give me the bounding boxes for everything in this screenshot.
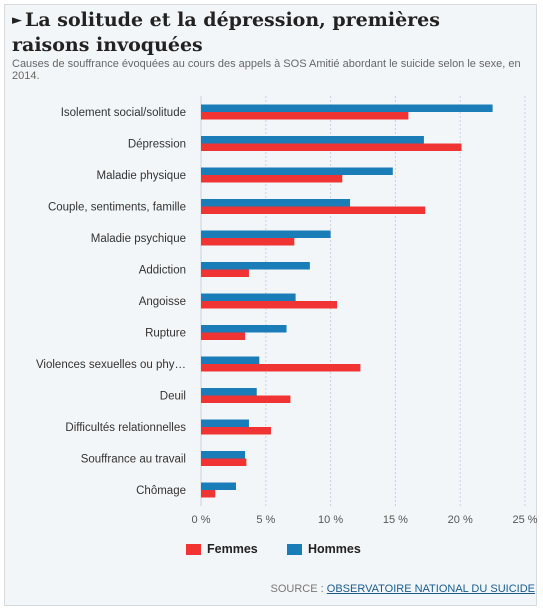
legend-label-hommes: Hommes — [308, 542, 361, 556]
category-label: Couple, sentiments, famille — [48, 202, 186, 214]
bar-femmes — [201, 269, 249, 277]
category-label: Violences sexuelles ou phy… — [36, 359, 186, 371]
triangle-bullet-icon: ► — [12, 13, 22, 28]
bar-hommes — [201, 419, 249, 427]
bar-hommes — [201, 199, 351, 207]
category-label: Difficultés relationnelles — [65, 422, 186, 434]
bar-femmes — [201, 458, 247, 466]
bar-femmes — [201, 427, 271, 435]
x-tick-label: 20 % — [448, 514, 473, 526]
bar-hommes — [201, 104, 493, 112]
category-label: Rupture — [145, 328, 186, 340]
x-tick-label: 15 % — [383, 514, 408, 526]
category-label: Maladie psychique — [91, 233, 186, 245]
chart-title: ► La solitude et la dépression, premières… — [12, 8, 522, 58]
category-label: Maladie physique — [96, 170, 186, 182]
bar-hommes — [201, 293, 296, 301]
bar-femmes — [201, 206, 426, 214]
source-link[interactable]: OBSERVATOIRE NATIONAL DU SUICIDE — [326, 583, 535, 595]
bar-hommes — [201, 451, 246, 459]
category-label: Souffrance au travail — [81, 454, 186, 466]
category-label: Dépression — [128, 139, 186, 151]
bar-femmes — [201, 175, 343, 183]
bar-femmes — [201, 238, 295, 246]
category-label: Addiction — [139, 265, 186, 277]
source-credit: SOURCE : OBSERVATOIRE NATIONAL DU SUICID… — [271, 583, 535, 595]
chart-subtitle: Causes de souffrance évoquées au cours d… — [12, 58, 521, 82]
category-label: Angoisse — [139, 296, 186, 308]
bar-hommes — [201, 262, 310, 270]
bar-femmes — [201, 364, 361, 372]
x-tick-label: 10 % — [318, 514, 343, 526]
bar-hommes — [201, 356, 260, 364]
x-tick-label: 5 % — [256, 514, 275, 526]
bar-hommes — [201, 167, 393, 175]
chart-title-text: La solitude et la dépression, premières … — [12, 9, 440, 56]
category-label: Deuil — [160, 391, 186, 403]
bar-hommes — [201, 482, 236, 490]
legend-label-femmes: Femmes — [207, 542, 258, 556]
bar-femmes — [201, 112, 409, 120]
bar-femmes — [201, 490, 216, 498]
bar-hommes — [201, 230, 331, 238]
legend-swatch-femmes — [186, 543, 201, 555]
legend-swatch-hommes — [287, 543, 302, 555]
bar-femmes — [201, 301, 338, 309]
x-tick-label: 25 % — [512, 514, 537, 526]
category-label: Chômage — [136, 485, 186, 497]
bar-hommes — [201, 136, 424, 144]
bar-femmes — [201, 332, 246, 340]
bar-hommes — [201, 388, 257, 396]
bar-femmes — [201, 143, 462, 151]
bar-chart: 0 % 5 % 10 % 15 % 20 % 25 % Isolement social/s… — [36, 96, 538, 526]
legend-item-hommes[interactable]: Hommes — [287, 542, 361, 556]
source-prefix: SOURCE : — [270, 583, 327, 595]
x-tick-label: 0 % — [192, 514, 211, 526]
bar-hommes — [201, 325, 287, 333]
legend-item-femmes[interactable]: Femmes — [186, 542, 258, 556]
bar-femmes — [201, 395, 291, 403]
category-label: Isolement social/solitude — [61, 107, 186, 119]
